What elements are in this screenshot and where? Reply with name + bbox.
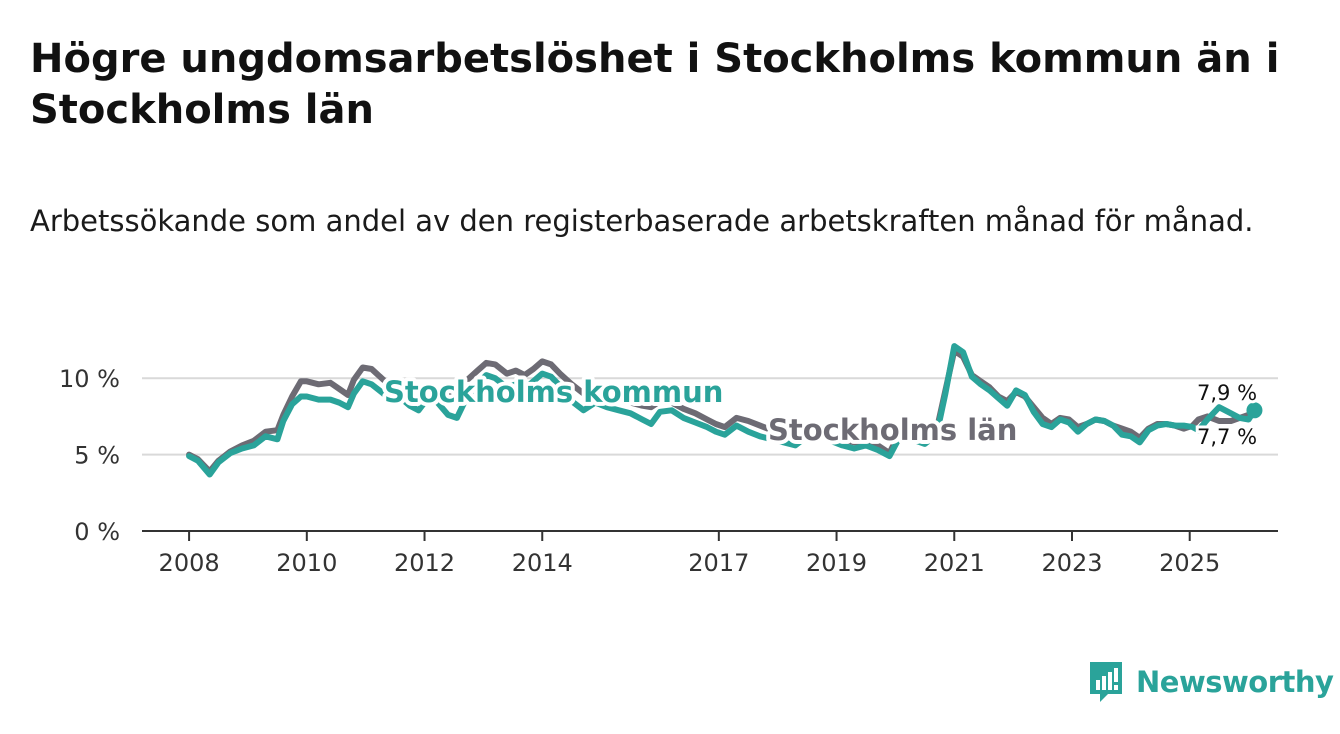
x-tick-label: 2012 <box>394 549 455 577</box>
x-tick-label: 2008 <box>159 549 220 577</box>
series-label-kommun: Stockholms kommun <box>384 375 723 409</box>
series-line-kommun <box>186 343 1258 478</box>
y-tick-label: 0 % <box>74 518 120 546</box>
x-tick-label: 2023 <box>1041 549 1102 577</box>
end-value-lan: 7,7 % <box>1197 425 1257 449</box>
series-end-dot <box>1246 402 1263 419</box>
newsworthy-logo-icon <box>1090 662 1122 702</box>
gridlines <box>142 377 1278 456</box>
series-line-lan <box>186 347 1258 475</box>
brand-logo: Newsworthy <box>1088 660 1334 704</box>
y-tick-label: 5 % <box>74 442 120 470</box>
chart-subtitle: Arbetssökande som andel av den registerb… <box>30 204 1254 238</box>
end-value-kommun: 7,9 % <box>1197 381 1257 405</box>
x-tick-label: 2019 <box>806 549 867 577</box>
x-tick-label: 2010 <box>276 549 337 577</box>
y-tick-label: 10 % <box>59 365 120 393</box>
x-tick-label: 2017 <box>688 549 749 577</box>
series-lines <box>186 343 1263 478</box>
series-label-lan: Stockholms län <box>768 413 1017 447</box>
y-axis-ticks: 0 % 5 % 10 % <box>59 365 120 546</box>
x-axis: 2008 2010 2012 2014 2017 2019 2021 2023 2025 <box>142 530 1278 577</box>
brand-name: Newsworthy <box>1136 665 1334 699</box>
x-tick-label: 2021 <box>924 549 985 577</box>
series-labels: Stockholms kommun Stockholms län 7,9 % 7,7 … <box>380 371 1260 452</box>
chart-title: Högre ungdomsarbetslöshet i Stockholms k… <box>30 36 1280 133</box>
x-tick-label: 2025 <box>1159 549 1220 577</box>
x-tick-label: 2014 <box>512 549 573 577</box>
